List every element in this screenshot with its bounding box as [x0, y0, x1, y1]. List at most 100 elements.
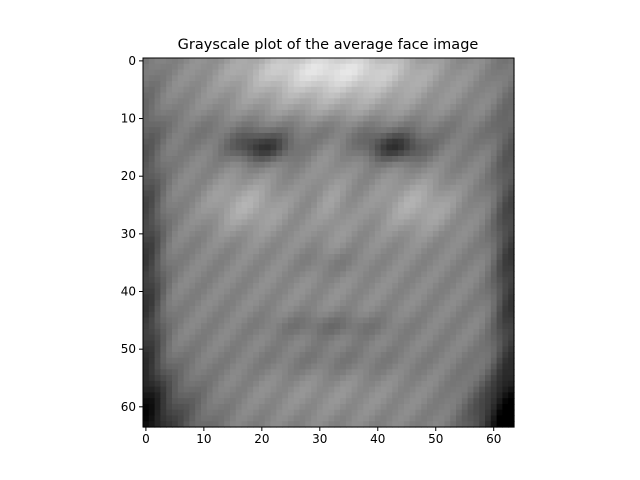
heatmap-cell [241, 225, 248, 232]
heatmap-cell [427, 115, 434, 123]
heatmap-cell [143, 288, 150, 295]
heatmap-cell [311, 386, 318, 394]
heatmap-cell [247, 369, 254, 376]
heatmap-cell [200, 167, 208, 174]
heatmap-cell [206, 328, 214, 336]
heatmap-cell [490, 375, 498, 382]
heatmap-cell [229, 254, 237, 261]
heatmap-cell [235, 190, 243, 197]
heatmap-cell [224, 184, 231, 192]
heatmap-cell [258, 156, 266, 163]
heatmap-cell [224, 179, 231, 186]
heatmap-cell [508, 230, 515, 238]
heatmap-cell [432, 415, 440, 422]
heatmap-cell [456, 305, 463, 313]
heatmap-cell [438, 207, 446, 215]
heatmap-cell [305, 184, 312, 192]
heatmap-cell [450, 334, 457, 342]
heatmap-cell [299, 202, 306, 209]
heatmap-cell [299, 265, 306, 272]
heatmap-cell [322, 225, 330, 232]
heatmap-cell [432, 271, 440, 278]
heatmap-cell [473, 340, 480, 347]
heatmap-cell [508, 323, 515, 330]
heatmap-cell [253, 242, 260, 249]
heatmap-cell [189, 242, 196, 249]
heatmap-cell [311, 132, 318, 140]
heatmap-cell [224, 202, 231, 209]
heatmap-cell [427, 271, 434, 278]
heatmap-cell [177, 294, 185, 301]
heatmap-cell [415, 415, 422, 422]
heatmap-cell [160, 230, 167, 238]
heatmap-cell [444, 173, 451, 180]
heatmap-cell [235, 254, 243, 261]
heatmap-cell [461, 219, 469, 226]
heatmap-cell [177, 144, 185, 151]
heatmap-cell [235, 58, 243, 65]
heatmap-cell [311, 144, 318, 151]
heatmap-cell [485, 230, 492, 238]
heatmap-cell [305, 305, 312, 313]
heatmap-cell [287, 179, 295, 186]
heatmap-cell [479, 259, 486, 267]
heatmap-cell [311, 340, 318, 347]
heatmap-cell [166, 340, 173, 347]
heatmap-cell [276, 277, 283, 284]
heatmap-cell [490, 311, 498, 319]
heatmap-cell [444, 69, 451, 76]
heatmap-cell [415, 305, 422, 313]
heatmap-cell [473, 403, 480, 411]
heatmap-cell [276, 346, 283, 353]
heatmap-cell [183, 340, 190, 347]
heatmap-cell [345, 213, 353, 221]
heatmap-cell [264, 202, 272, 209]
heatmap-cell [299, 184, 306, 192]
heatmap-cell [432, 242, 440, 249]
heatmap-cell [311, 58, 318, 65]
heatmap-cell [287, 409, 295, 417]
heatmap-cell [380, 202, 388, 209]
heatmap-cell [409, 305, 417, 313]
heatmap-cell [160, 340, 167, 347]
heatmap-cell [473, 334, 480, 342]
heatmap-cell [473, 328, 480, 336]
heatmap-cell [189, 352, 196, 359]
heatmap-cell [287, 398, 295, 405]
heatmap-cell [229, 380, 237, 388]
y-tick-label: 30 [121, 227, 136, 241]
heatmap-cell [398, 109, 405, 117]
heatmap-cell [189, 207, 196, 215]
heatmap-cell [456, 202, 463, 209]
heatmap-cell [438, 311, 446, 319]
heatmap-cell [241, 380, 248, 388]
heatmap-cell [508, 104, 515, 111]
heatmap-cell [299, 294, 306, 301]
heatmap-cell [421, 150, 428, 157]
heatmap-cell [427, 81, 434, 88]
heatmap-cell [177, 202, 185, 209]
heatmap-cell [450, 144, 457, 151]
heatmap-cell [444, 196, 451, 203]
heatmap-cell [218, 409, 225, 417]
heatmap-cell [415, 346, 422, 353]
heatmap-cell [403, 219, 411, 226]
heatmap-cell [415, 207, 422, 215]
heatmap-cell [334, 98, 341, 105]
heatmap-cell [409, 294, 417, 301]
heatmap-cell [479, 357, 486, 365]
heatmap-cell [160, 86, 167, 94]
heatmap-cell [444, 75, 451, 82]
heatmap-cell [270, 294, 277, 301]
heatmap-cell [421, 300, 428, 307]
x-tick-label: 50 [428, 432, 443, 446]
heatmap-cell [177, 207, 185, 215]
heatmap-cell [160, 254, 167, 261]
heatmap-cell [229, 369, 237, 376]
heatmap-cell [403, 317, 411, 324]
heatmap-cell [357, 352, 364, 359]
heatmap-cell [160, 421, 167, 428]
heatmap-cell [212, 202, 219, 209]
heatmap-cell [357, 81, 364, 88]
heatmap-cell [229, 271, 237, 278]
